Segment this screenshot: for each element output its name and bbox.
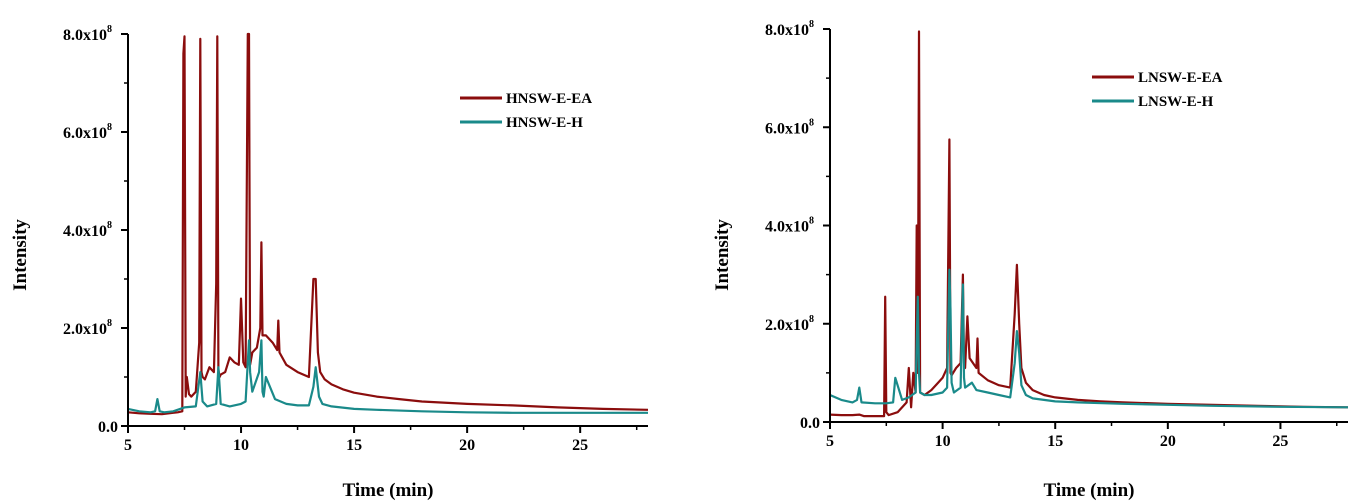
y-tick-label: 6.0x108 (765, 117, 814, 137)
y-tick-label: 8.0x108 (765, 19, 814, 39)
y-tick-exponent: 8 (107, 318, 112, 329)
y-tick-mantissa: 2.0x10 (765, 317, 809, 334)
y-tick-mantissa: 8.0x10 (765, 22, 809, 39)
chart-panel-hnsw: 5 10 15 20 250.02.0x1084.0x1086.0x1088.0x108… (10, 24, 648, 501)
y-tick-label: 4.0x108 (63, 220, 112, 240)
legend-label: LNSW-E-EA (1138, 70, 1223, 86)
y-tick-label: 2.0x108 (63, 318, 112, 338)
x-axis-label: Time (min) (1044, 480, 1135, 501)
y-tick-mantissa: 4.0x10 (765, 219, 809, 236)
x-tick-label: 25 (1272, 433, 1288, 450)
x-tick-label: 25 (572, 437, 588, 454)
y-tick-label: 4.0x108 (765, 216, 814, 236)
y-tick-exponent: 8 (809, 19, 814, 30)
x-tick-label: 15 (1047, 433, 1063, 450)
y-axis-label: Intensity (10, 219, 31, 291)
series-line-lnsw-e-h (830, 268, 1348, 409)
y-tick-mantissa: 4.0x10 (63, 223, 107, 240)
x-tick-label: 5 (124, 437, 132, 454)
x-tick-label: 20 (459, 437, 475, 454)
y-tick-mantissa: 6.0x10 (63, 125, 107, 142)
legend-label: HNSW-E-H (506, 115, 583, 131)
y-tick-label: 2.0x108 (765, 314, 814, 334)
y-tick-exponent: 8 (107, 24, 112, 35)
series-line-hnsw-e-ea (128, 32, 648, 416)
y-tick-label: 8.0x108 (63, 24, 112, 44)
x-tick-label: 15 (346, 437, 362, 454)
x-tick-label: 20 (1160, 433, 1176, 450)
series-line-hnsw-e-h (128, 339, 648, 414)
y-tick-label: 0.0 (800, 415, 820, 432)
y-tick-exponent: 8 (809, 314, 814, 325)
x-axis-label: Time (min) (343, 480, 434, 501)
y-tick-exponent: 8 (107, 220, 112, 231)
y-tick-label: 6.0x108 (63, 122, 112, 142)
legend-label: HNSW-E-EA (506, 91, 592, 107)
x-tick-label: 5 (826, 433, 834, 450)
y-tick-mantissa: 6.0x10 (765, 120, 809, 137)
y-tick-label: 0.0 (98, 419, 118, 436)
y-tick-exponent: 8 (107, 122, 112, 133)
series-line-lnsw-e-ea (830, 30, 1348, 418)
y-tick-mantissa: 2.0x10 (63, 321, 107, 338)
x-tick-label: 10 (935, 433, 951, 450)
y-tick-mantissa: 8.0x10 (63, 27, 107, 44)
y-tick-exponent: 8 (809, 216, 814, 227)
y-axis-label: Intensity (712, 219, 733, 291)
legend-label: LNSW-E-H (1138, 94, 1214, 110)
y-tick-exponent: 8 (809, 117, 814, 128)
x-tick-label: 10 (233, 437, 249, 454)
chart-panel-lnsw: 5 10 15 20 250.02.0x1084.0x1086.0x1088.0x108… (712, 19, 1348, 501)
